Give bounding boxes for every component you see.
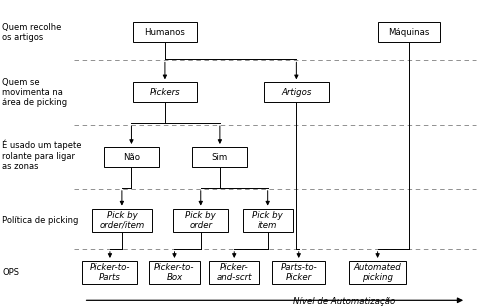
- Text: Automated
picking: Automated picking: [354, 263, 402, 282]
- Text: Pick by
item: Pick by item: [252, 211, 283, 230]
- Text: Pickers: Pickers: [150, 88, 180, 97]
- Text: OPS: OPS: [2, 268, 20, 277]
- FancyBboxPatch shape: [349, 261, 406, 284]
- Text: Picker-to-
Parts: Picker-to- Parts: [90, 263, 130, 282]
- Text: Artigos: Artigos: [281, 88, 312, 97]
- Text: Humanos: Humanos: [144, 28, 185, 37]
- Text: Sim: Sim: [212, 152, 228, 162]
- Text: Política de picking: Política de picking: [2, 216, 79, 225]
- Text: Nível de Automatização: Nível de Automatização: [293, 297, 395, 306]
- FancyBboxPatch shape: [173, 209, 228, 232]
- Text: Quem recolhe
os artigos: Quem recolhe os artigos: [2, 23, 62, 42]
- Text: Picker-to-
Box: Picker-to- Box: [154, 263, 195, 282]
- FancyBboxPatch shape: [149, 261, 200, 284]
- Text: Não: Não: [123, 152, 140, 162]
- FancyBboxPatch shape: [92, 209, 152, 232]
- Text: Quem se
movimenta na
área de picking: Quem se movimenta na área de picking: [2, 78, 67, 107]
- FancyBboxPatch shape: [264, 82, 328, 102]
- FancyBboxPatch shape: [209, 261, 259, 284]
- FancyBboxPatch shape: [104, 147, 159, 167]
- FancyBboxPatch shape: [378, 22, 440, 42]
- Text: É usado um tapete
rolante para ligar
as zonas: É usado um tapete rolante para ligar as …: [2, 140, 82, 171]
- FancyBboxPatch shape: [83, 261, 138, 284]
- Text: Pick by
order: Pick by order: [185, 211, 216, 230]
- FancyBboxPatch shape: [132, 22, 197, 42]
- FancyBboxPatch shape: [272, 261, 325, 284]
- FancyBboxPatch shape: [243, 209, 293, 232]
- FancyBboxPatch shape: [132, 82, 197, 102]
- FancyBboxPatch shape: [192, 147, 248, 167]
- Text: Picker-
and-scrt: Picker- and-scrt: [217, 263, 252, 282]
- Text: Pick by
order/item: Pick by order/item: [99, 211, 144, 230]
- Text: Parts-to-
Picker: Parts-to- Picker: [281, 263, 317, 282]
- Text: Máquinas: Máquinas: [388, 28, 429, 37]
